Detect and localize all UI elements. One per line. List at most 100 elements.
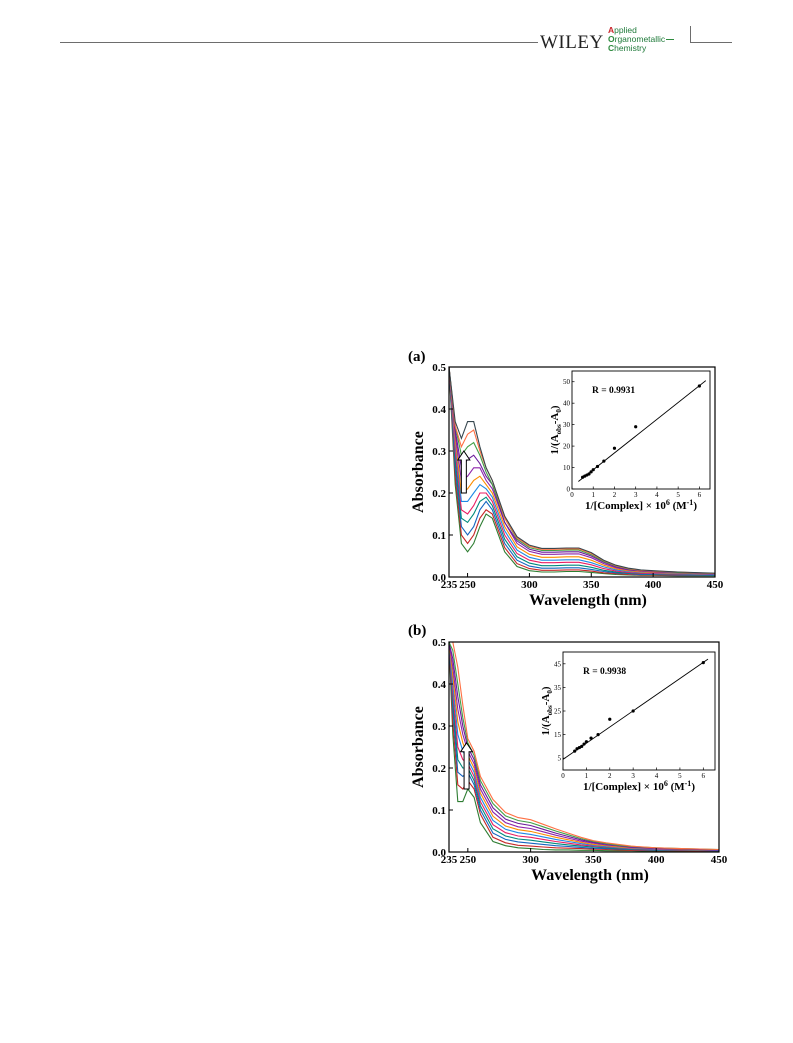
data-point — [591, 468, 595, 472]
data-point — [701, 661, 705, 665]
y-tick-label: 0.4 — [432, 679, 446, 691]
x-tick-label: 350 — [585, 854, 602, 866]
y-tick-label: 0.1 — [432, 530, 446, 542]
inset-x-tick-label: 1 — [585, 772, 589, 780]
y-tick-label: 0.3 — [432, 721, 446, 733]
data-point — [595, 464, 600, 469]
header-rule-left — [60, 42, 538, 43]
data-point — [589, 470, 593, 474]
journal-line-1: Applied — [608, 25, 637, 35]
inset-x-tick-label: 5 — [678, 772, 682, 780]
x-axis-title: Wavelength (nm) — [529, 592, 647, 609]
y-tick-label: 0.2 — [432, 763, 446, 775]
x-tick-label: 300 — [522, 854, 539, 866]
publisher-logo: WILEY — [540, 32, 604, 53]
header-rule-right — [690, 42, 732, 43]
inset-x-tick-label: 0 — [561, 772, 565, 780]
fit-line — [578, 380, 707, 482]
data-point — [589, 736, 593, 740]
data-point — [608, 717, 612, 721]
inset-y-tick-label: 20 — [563, 443, 571, 451]
inset-x-tick-label: 5 — [676, 491, 680, 499]
data-point — [580, 744, 584, 748]
chart-panel-a: (a)235 250 300 350 400 4500.00.10.20.30.40.5W… — [408, 349, 724, 609]
data-point — [631, 709, 635, 713]
x-tick-label: 450 — [707, 579, 724, 591]
inset-x-tick-label: 3 — [631, 772, 635, 780]
data-point — [582, 742, 586, 746]
y-tick-label: 0.5 — [432, 362, 446, 374]
y-axis-title: Absorbance — [410, 431, 427, 513]
trend-arrow — [459, 741, 474, 790]
inset-y-tick-label: 15 — [554, 731, 562, 739]
x-tick-label: 235 — [441, 854, 458, 866]
inset-y-tick-label: 0 — [567, 486, 571, 494]
x-tick-label: 400 — [648, 854, 665, 866]
chart-panel-b: (b)235 250 300 350 400 4500.00.10.20.30.40.5W… — [408, 623, 728, 884]
inset-y-tick-label: 5 — [558, 755, 562, 763]
inset-frame — [571, 370, 711, 490]
y-tick-label: 0.0 — [432, 847, 446, 859]
spectrum-line — [449, 642, 719, 852]
trend-arrow — [456, 450, 471, 494]
y-tick-label: 0.0 — [432, 572, 446, 584]
inset-y-axis-title: 1/(Aobs-A0) — [540, 686, 554, 735]
panel-label: (b) — [408, 623, 426, 639]
spectrum-line — [449, 367, 715, 575]
spectrum-line — [449, 367, 715, 576]
journal-title: Applied Organometallic Chemistry — [608, 25, 675, 53]
inset-x-tick-label: 2 — [613, 491, 617, 499]
data-point — [587, 472, 591, 476]
plot-frame — [448, 641, 720, 853]
journal-line-2: Organometallic — [608, 35, 675, 44]
y-tick-label: 0.5 — [432, 637, 446, 649]
inset-plot: 0 1 2 3 4 5 6 0 10 20 30 40 50 R = 0.9931 1/[Complex] … — [549, 370, 711, 512]
inset-r-value: R = 0.9931 — [592, 386, 635, 396]
inset-x-tick-label: 4 — [655, 772, 659, 780]
y-axis-title: Absorbance — [410, 706, 427, 788]
x-tick-label: 450 — [711, 854, 728, 866]
curve-group — [449, 367, 715, 577]
x-tick-label: 300 — [521, 579, 538, 591]
inset-y-tick-label: 30 — [563, 421, 571, 429]
data-point — [573, 749, 577, 753]
inset-x-tick-label: 4 — [655, 491, 659, 499]
plot-frame — [448, 366, 716, 578]
inset-x-axis-title: 1/[Complex] × 106 (M-1) — [585, 498, 697, 512]
inset-x-tick-label: 2 — [608, 772, 612, 780]
y-tick-label: 0.1 — [432, 805, 446, 817]
x-tick-label: 350 — [583, 579, 600, 591]
inset-x-tick-label: 6 — [702, 772, 706, 780]
inset-y-tick-label: 40 — [563, 400, 571, 408]
y-tick-label: 0.3 — [432, 446, 446, 458]
y-tick-label: 0.4 — [432, 404, 446, 416]
y-tick-label: 0.2 — [432, 488, 446, 500]
x-tick-label: 250 — [460, 854, 477, 866]
data-point — [584, 740, 588, 744]
inset-r-value: R = 0.9938 — [583, 667, 626, 677]
spectrum-line — [449, 367, 715, 576]
inset-y-tick-label: 45 — [554, 660, 562, 668]
spectrum-line — [449, 642, 719, 851]
inset-y-tick-label: 35 — [554, 684, 562, 692]
x-tick-label: 250 — [459, 579, 476, 591]
journal-line-3: Chemistry — [608, 43, 647, 53]
header-tick — [690, 26, 691, 42]
data-point — [634, 425, 638, 429]
x-tick-label: 235 — [441, 579, 458, 591]
data-point — [612, 446, 617, 450]
panel-label: (a) — [408, 349, 426, 365]
inset-x-tick-label: 0 — [570, 491, 574, 499]
x-tick-label: 400 — [645, 579, 662, 591]
inset-x-tick-label: 1 — [591, 491, 595, 499]
inset-y-axis-title: 1/(Aobs-A0) — [549, 405, 563, 454]
inset-y-tick-label: 25 — [554, 708, 562, 716]
x-axis-title: Wavelength (nm) — [531, 867, 649, 884]
spectrum-line — [449, 367, 715, 576]
data-point — [596, 733, 600, 737]
inset-x-tick-label: 6 — [698, 491, 702, 499]
spectrum-line — [449, 642, 719, 851]
spectrum-line — [449, 367, 715, 576]
inset-x-axis-title: 1/[Complex] × 106 (M-1) — [583, 779, 695, 793]
